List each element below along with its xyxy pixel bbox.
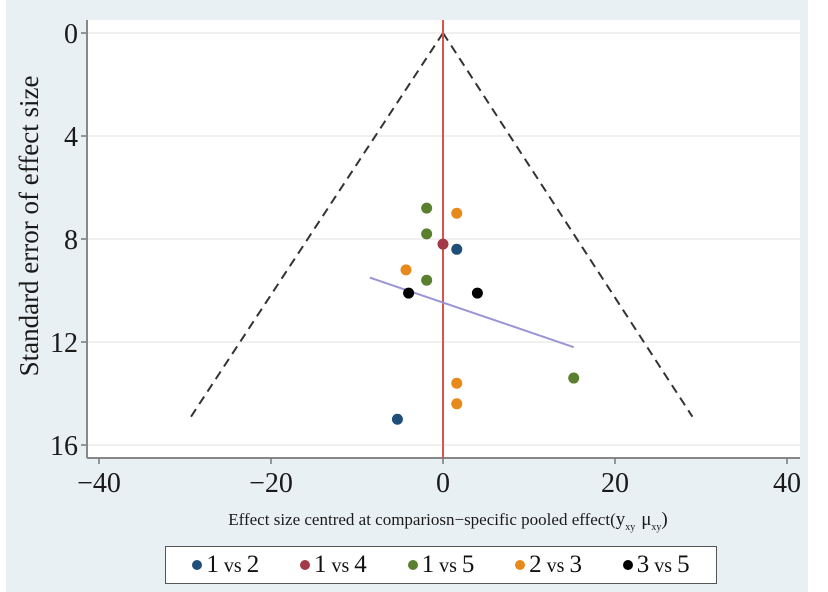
legend-item: 1 vs 4 [299,551,367,579]
y-tick-label: 0 [64,19,78,50]
data-point-1-vs-5 [568,372,580,384]
x-tick-label: 0 [436,468,450,499]
regression-line-group [369,276,575,349]
funnel-right-line [442,32,694,418]
data-point-1-vs-5 [421,228,433,240]
legend-label: 3 vs 5 [636,551,690,578]
x-tick-label: −20 [249,468,293,499]
legend-label: 1 vs 4 [313,551,367,578]
x-axis-title-mu: μ [641,509,651,530]
legend-item: 2 vs 3 [515,551,582,579]
data-point-2-vs-3 [451,398,463,410]
legend-label: 2 vs 3 [529,551,582,578]
legend-marker-icon [192,560,203,570]
legend-label: 1 vs 5 [421,551,475,578]
data-point-1-vs-2 [391,413,403,425]
regression-line [369,276,575,349]
y-tick-label: 8 [64,225,78,256]
x-axis-title-close: ) [661,509,667,530]
data-point-1-vs-5 [421,202,433,214]
legend: 1 vs 2 1 vs 4 1 vs 5 2 vs 3 3 vs 5 [165,546,717,584]
legend-label: 1 vs 2 [206,551,260,578]
legend-marker-icon [622,560,633,570]
data-point-1-vs-2 [451,243,463,255]
data-point-3-vs-5 [403,287,415,299]
data-point-2-vs-3 [400,264,412,276]
legend-item: 1 vs 5 [407,551,475,579]
data-point-1-vs-4 [437,238,449,250]
x-axis-title-text: Effect size centred at compariosn−specif… [228,510,616,529]
legend-marker-icon [515,560,526,570]
x-axis-title: Effect size centred at compariosn−specif… [228,509,668,533]
funnel-lines [188,32,694,420]
data-point-1-vs-5 [421,274,433,286]
legend-marker-icon [407,560,418,570]
x-axis-title-mu-sub: xy [651,522,661,533]
data-points [391,202,580,425]
y-tick-label: 16 [50,431,78,462]
tick-labels: 0 4 8 12 16 −40 −20 0 20 40 [50,19,801,499]
legend-marker-icon [299,560,310,570]
x-tick-label: 20 [601,468,629,499]
x-axis-title-y-sub: xy [625,522,635,533]
legend-item: 1 vs 2 [192,551,259,579]
legend-item: 3 vs 5 [622,551,690,579]
x-tick-label: 40 [773,468,801,499]
y-tick-label: 12 [50,328,78,359]
x-axis-title-y: y [616,509,626,530]
funnel-left-line [188,32,444,420]
data-point-3-vs-5 [471,287,483,299]
y-tick-label: 4 [64,122,78,153]
data-point-2-vs-3 [451,377,463,389]
y-axis-title: Standard error of effect size [14,76,44,377]
x-tick-label: −40 [77,468,121,499]
data-point-2-vs-3 [451,207,463,219]
